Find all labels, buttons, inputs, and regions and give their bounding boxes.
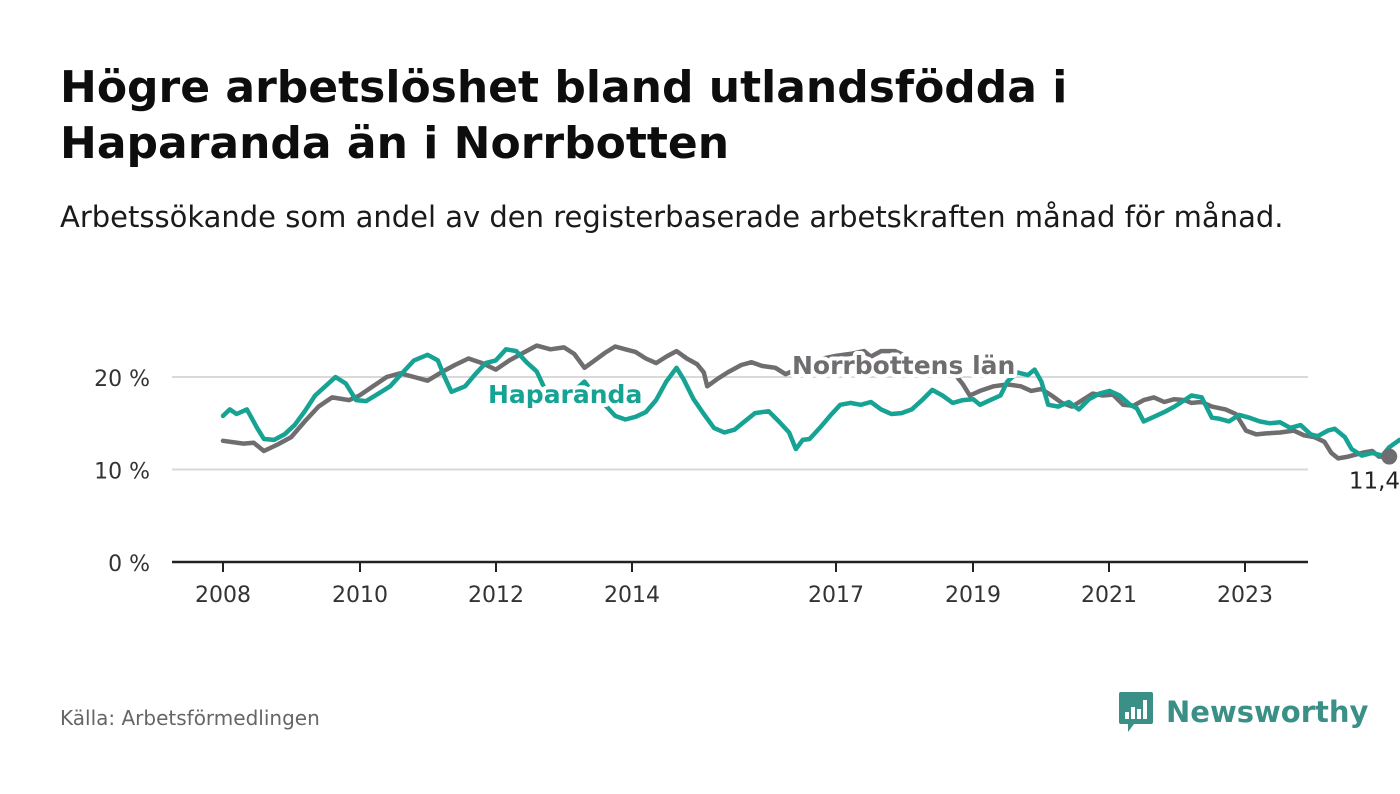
x-tick-label: 2019 (945, 583, 1001, 608)
series-label-haparanda: Haparanda (488, 380, 642, 409)
gridlines (172, 376, 1308, 471)
y-tick-label: 20 % (94, 367, 150, 392)
bar-chart-icon (1119, 692, 1153, 732)
x-tick-label: 2017 (808, 583, 864, 608)
x-tick-label: 2023 (1217, 583, 1273, 608)
series-line-norrbotten (220, 343, 1392, 461)
series-label-norrbotten: Norrbottens län (792, 351, 1015, 380)
end-dot-norrbotten (1381, 448, 1398, 465)
chart-subtitle: Arbetssökande som andel av den registerb… (60, 200, 1284, 234)
newsworthy-logo[interactable]: Newsworthy (1118, 688, 1368, 736)
series-lines (220, 343, 1400, 465)
x-tick-label: 2021 (1081, 583, 1137, 608)
x-tick-label: 2014 (604, 583, 660, 608)
x-tick-label: 2010 (332, 583, 388, 608)
end-label-norrbotten: 11,4 % (1349, 469, 1400, 495)
series-line-haparanda (220, 347, 1400, 458)
y-tick-label: 10 % (94, 460, 150, 485)
chart-title: Högre arbetslöshet bland utlandsfödda i … (60, 62, 1068, 169)
source-note: Källa: Arbetsförmedlingen (60, 706, 320, 730)
x-tick-label: 2012 (468, 583, 524, 608)
x-axis: 0 % 10 % 20 % 2008 2010 2012 2014 2017 2019 2021 2… (94, 367, 1308, 608)
x-tick-label: 2008 (195, 583, 251, 608)
brand-name: Newsworthy (1166, 695, 1369, 729)
y-tick-label: 0 % (108, 552, 150, 577)
